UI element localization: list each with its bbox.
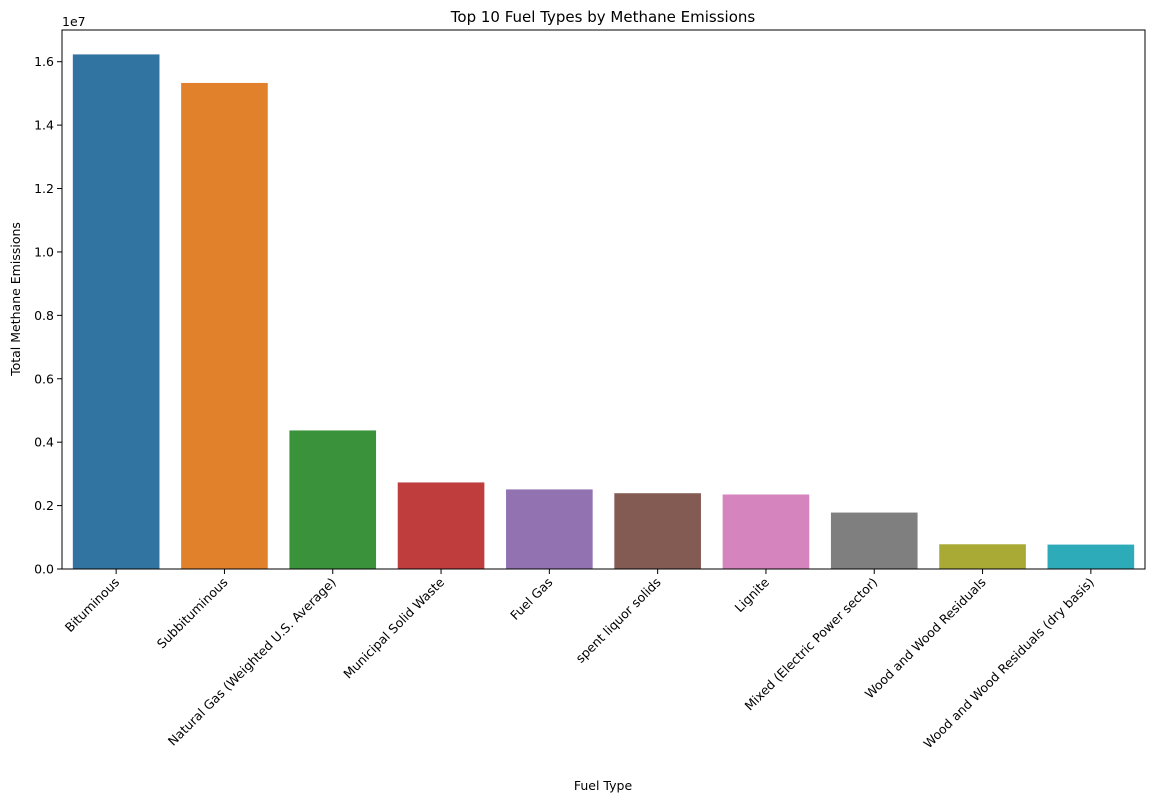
plot-area xyxy=(61,29,1146,570)
y-tick-label: 0.0 xyxy=(34,562,54,577)
x-tick-label: Wood and Wood Residuals (dry basis) xyxy=(920,575,1097,752)
y-tick-label: 1.2 xyxy=(34,181,54,196)
y-tick-label: 1.4 xyxy=(34,118,54,133)
y-tick-label: 0.6 xyxy=(34,371,54,386)
y-tick-label: 1.0 xyxy=(34,244,54,259)
y-axis-ticks: 0.0 0.2 0.4 0.6 0.8 1.0 1.2 1.4 1.6 xyxy=(34,54,62,577)
bar-5 xyxy=(506,489,593,569)
bar-3 xyxy=(289,430,377,569)
bar-4 xyxy=(397,482,485,569)
x-tick-label: Lignite xyxy=(732,574,773,615)
x-tick-label: spent liquor solids xyxy=(573,575,664,666)
bar-8 xyxy=(830,512,918,569)
bar-7 xyxy=(722,494,810,569)
y-tick-label: 1.6 xyxy=(34,54,54,69)
x-tick-label: Fuel Gas xyxy=(507,575,555,623)
plot-frame xyxy=(61,29,1146,570)
y-axis-label: Total Methane Emissions xyxy=(8,222,23,377)
bar-10 xyxy=(1047,544,1135,569)
y-tick-label: 0.4 xyxy=(34,435,54,450)
y-tick-label: 0.8 xyxy=(34,308,54,323)
y-tick-label: 0.2 xyxy=(34,498,54,513)
x-axis-label: Fuel Type xyxy=(574,778,633,793)
bar-9 xyxy=(939,544,1026,569)
x-tick-label: Wood and Wood Residuals xyxy=(862,575,989,702)
x-tick-label: Bituminous xyxy=(62,575,122,635)
y-axis-exponent-label: 1e7 xyxy=(62,14,86,29)
x-tick-label: Municipal Solid Waste xyxy=(340,574,447,681)
bar-6 xyxy=(614,493,701,569)
bar-1 xyxy=(72,54,160,570)
x-tick-label: Natural Gas (Weighted U.S. Average) xyxy=(165,575,339,749)
bar-2 xyxy=(181,82,268,569)
chart-title: Top 10 Fuel Types by Methane Emissions xyxy=(450,8,756,26)
x-tick-label: Mixed (Electric Power sector) xyxy=(741,575,880,714)
x-tick-label: Subbituminous xyxy=(154,575,231,652)
